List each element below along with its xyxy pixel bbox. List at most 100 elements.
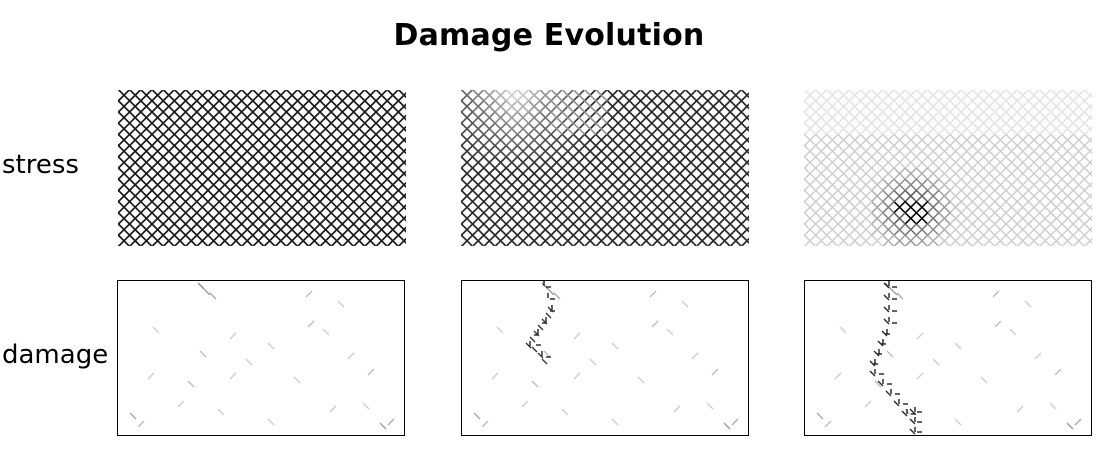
lattice-line-up: [517, 200, 530, 214]
lattice-line-down: [1039, 134, 1052, 147]
lattice-line-down: [804, 121, 806, 124]
stress-panel-2: [461, 90, 749, 246]
lattice-line-up: [904, 200, 918, 214]
lattice-line-up: [815, 223, 828, 236]
lattice-line-up: [837, 200, 850, 214]
damage-tick: [932, 358, 940, 366]
lattice-line-down: [904, 111, 918, 124]
damage-tick: [824, 420, 832, 428]
lattice-line-down: [263, 111, 277, 125]
lattice-line-up: [927, 234, 940, 246]
lattice-line-up: [118, 200, 131, 214]
lattice-line-down: [1083, 156, 1092, 166]
lattice-line-up: [707, 200, 720, 214]
lattice-line-down: [662, 133, 675, 147]
lattice-line-up: [241, 189, 254, 203]
lattice-line-up: [505, 234, 519, 246]
lattice-line-up: [229, 178, 243, 191]
lattice-line-down: [893, 145, 906, 158]
lattice-line-down: [685, 122, 698, 136]
lattice-line-up: [252, 200, 265, 214]
lattice-line-down: [375, 156, 388, 169]
lattice-line-down: [386, 100, 400, 113]
lattice-line-up: [826, 212, 839, 225]
lattice-line-down: [994, 111, 1007, 124]
lattice-line-down: [927, 90, 940, 102]
lattice-line-down: [330, 90, 344, 102]
lattice-line-down: [860, 122, 873, 136]
lattice-line-up: [1017, 234, 1030, 246]
lattice-line-up: [1017, 223, 1030, 236]
lattice-line-up: [528, 200, 541, 214]
lattice-line-down: [685, 100, 698, 113]
lattice-line-up: [461, 211, 463, 215]
lattice-line-down: [241, 156, 254, 169]
lattice-line-up: [662, 234, 676, 246]
lattice-line-down: [263, 145, 276, 158]
damage-tick: [129, 412, 137, 420]
lattice-line-up: [472, 189, 485, 203]
lattice-line-up: [342, 211, 355, 225]
lattice-line-up: [550, 211, 564, 225]
lattice-line-up: [207, 223, 221, 236]
lattice-line-down: [308, 100, 321, 113]
damage-tick: [541, 282, 549, 290]
lattice-line-up: [1050, 189, 1063, 202]
lattice-line-up: [584, 223, 597, 236]
lattice-line-down: [516, 156, 530, 169]
lattice-line-down: [1061, 134, 1074, 147]
lattice-line-up: [673, 189, 687, 203]
lattice-line-down: [330, 145, 344, 158]
lattice-line-down: [673, 133, 687, 147]
lattice-line-up: [297, 178, 310, 191]
lattice-line-up: [1005, 178, 1018, 191]
lattice-line-down: [882, 145, 895, 158]
damage-tick: [954, 342, 962, 350]
lattice-line-down: [696, 90, 709, 102]
lattice-line-down: [837, 111, 850, 124]
damage-map-3: [816, 281, 1082, 435]
lattice-line-up: [274, 223, 288, 236]
lattice-line-up: [274, 189, 288, 203]
lattice-line-up: [983, 178, 996, 191]
lattice-line-up: [151, 167, 164, 180]
lattice-line-down: [330, 133, 344, 147]
damage-tick: [1024, 300, 1032, 308]
lattice-line-down: [274, 156, 288, 169]
lattice-line-down: [1005, 156, 1018, 169]
lattice-line-down: [640, 100, 653, 113]
lattice-line-up: [707, 189, 720, 203]
lattice-line-up: [461, 223, 474, 236]
lattice-line-up: [696, 189, 709, 203]
lattice-line-up: [505, 178, 519, 191]
lattice-line-down: [1050, 100, 1063, 113]
lattice-line-up: [994, 212, 1007, 225]
lattice-line-up: [173, 189, 187, 203]
lattice-line-down: [640, 122, 653, 136]
lattice-line-down: [285, 133, 299, 147]
lattice-line-down: [297, 122, 310, 136]
lattice-line-up: [1061, 167, 1074, 180]
lattice-line-up: [584, 167, 597, 180]
lattice-line-down: [129, 156, 142, 169]
lattice-line-up: [1050, 212, 1063, 225]
lattice-line-down: [837, 134, 850, 147]
damage-tick: [992, 290, 1000, 298]
lattice-line-up: [185, 189, 198, 203]
lattice-line-up: [804, 200, 817, 214]
lattice-line-down: [364, 90, 377, 102]
lattice-line-up: [938, 212, 951, 225]
lattice-line-down: [983, 100, 996, 113]
damage-tick: [187, 380, 195, 388]
lattice-line-down: [871, 134, 884, 147]
crack-segment: [909, 418, 916, 425]
lattice-line-up: [573, 223, 586, 236]
lattice-line-down: [729, 145, 743, 158]
lattice-line-down: [1039, 111, 1052, 124]
lattice-line-down: [707, 156, 720, 169]
lattice-line-down: [1073, 100, 1086, 113]
lattice-line-up: [960, 212, 974, 225]
lattice-line-up: [308, 223, 321, 236]
lattice-line-up: [461, 189, 463, 193]
lattice-line-down: [218, 156, 232, 169]
